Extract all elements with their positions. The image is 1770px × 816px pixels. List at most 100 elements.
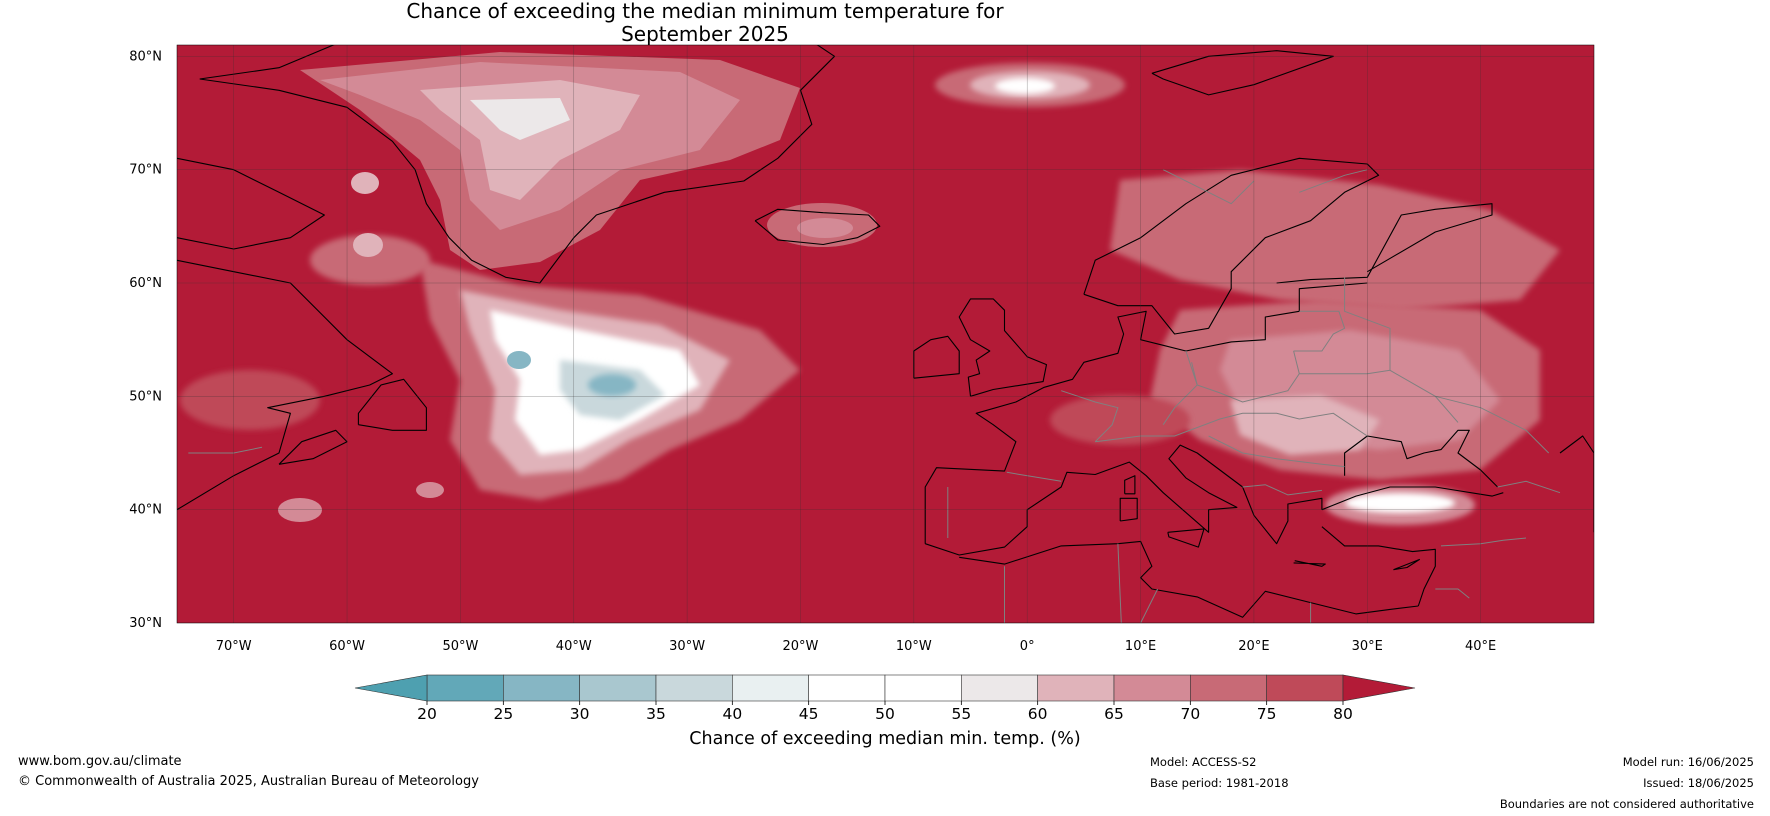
title-line-1: Chance of exceeding the median minimum t… bbox=[406, 0, 1004, 23]
footer-right: Model run: 16/06/2025 Issued: 18/06/2025… bbox=[1500, 752, 1754, 815]
colorbar-bin bbox=[884, 674, 962, 702]
labrador-field bbox=[310, 235, 430, 285]
coastline bbox=[278, 429, 348, 465]
lat-label: 40°N bbox=[129, 503, 162, 518]
country-border bbox=[1293, 310, 1346, 352]
colorbar-bin bbox=[961, 674, 1038, 702]
colorbar-tick-label: 65 bbox=[1104, 705, 1124, 723]
colorbar-over-arrow bbox=[1342, 674, 1416, 702]
title-line-2: September 2025 bbox=[621, 22, 789, 46]
coastline bbox=[1124, 475, 1136, 495]
footer-middle: Model: ACCESS-S2 Base period: 1981-2018 bbox=[1150, 752, 1289, 794]
coastline bbox=[1393, 558, 1420, 571]
hudson-field bbox=[351, 172, 379, 194]
colorbar-bin bbox=[503, 674, 580, 702]
footer-model: Model: ACCESS-S2 bbox=[1150, 755, 1257, 769]
colorbar-tick-label: 25 bbox=[493, 705, 513, 723]
country-border bbox=[1006, 471, 1062, 482]
footer-copyright: © Commonwealth of Australia 2025, Austra… bbox=[18, 774, 479, 789]
lat-label: 50°N bbox=[129, 389, 162, 404]
canada-field-2 bbox=[416, 482, 444, 498]
colorbar bbox=[354, 674, 1416, 702]
colorbar-bin bbox=[732, 674, 809, 702]
coastline bbox=[924, 282, 1368, 544]
country-border bbox=[1061, 390, 1119, 443]
svalbard-field-white bbox=[995, 78, 1055, 94]
latitude-labels: 80°N 70°N 60°N 50°N 40°N 30°N bbox=[129, 49, 162, 631]
colorbar-bin bbox=[1037, 674, 1115, 702]
footer-url: www.bom.gov.au/climate bbox=[18, 754, 182, 769]
labrador-field-2 bbox=[353, 233, 383, 257]
lat-label: 30°N bbox=[129, 616, 162, 631]
coastline bbox=[754, 208, 881, 246]
lon-label: 20°E bbox=[1238, 639, 1269, 654]
colorbar-tick-label: 55 bbox=[951, 705, 971, 723]
country-border bbox=[1140, 588, 1159, 623]
coastline bbox=[1167, 528, 1205, 548]
canada-field bbox=[180, 370, 320, 430]
colorbar-ticks: 20 25 30 35 40 45 50 55 60 65 70 75 80 bbox=[417, 701, 1353, 723]
country-border bbox=[1117, 543, 1122, 623]
colorbar-tick-label: 35 bbox=[646, 705, 666, 723]
colorbar-bin bbox=[1190, 674, 1267, 702]
footer-disclaimer: Boundaries are not considered authoritat… bbox=[1499, 797, 1754, 811]
lon-label: 20°W bbox=[783, 639, 819, 654]
coastline bbox=[1321, 526, 1436, 607]
footer-issued: Issued: 18/06/2025 bbox=[1643, 776, 1754, 790]
country-border bbox=[1440, 537, 1527, 547]
coastline bbox=[1151, 50, 1334, 96]
coastline bbox=[1321, 486, 1504, 511]
lon-label: 10°W bbox=[896, 639, 932, 654]
europe-field-light bbox=[1230, 395, 1380, 455]
coastline bbox=[199, 45, 836, 284]
colorbar-tick-label: 75 bbox=[1257, 705, 1277, 723]
colorbar-tick-label: 30 bbox=[570, 705, 590, 723]
colorbar-bin bbox=[1113, 674, 1191, 702]
newfoundland-field bbox=[278, 498, 322, 522]
coastline bbox=[1559, 435, 1594, 533]
colorbar-tick-label: 80 bbox=[1333, 705, 1353, 723]
greenland-field-light bbox=[420, 80, 640, 200]
country-border bbox=[1435, 588, 1470, 599]
coastline bbox=[1344, 429, 1498, 488]
lat-label: 60°N bbox=[129, 276, 162, 291]
colorbar-bin bbox=[579, 674, 657, 702]
coastline bbox=[1276, 203, 1493, 284]
coastline bbox=[1083, 157, 1380, 335]
lat-label: 80°N bbox=[129, 49, 162, 64]
west-europe-field bbox=[1050, 395, 1190, 445]
colorbar-label: Chance of exceeding median min. temp. (%… bbox=[689, 729, 1080, 749]
atlantic-field-core-2 bbox=[507, 351, 531, 369]
colorbar-bin bbox=[1266, 674, 1344, 702]
country-border bbox=[1497, 480, 1561, 494]
lon-label: 50°W bbox=[442, 639, 478, 654]
coastline bbox=[959, 540, 1419, 618]
lon-label: 30°W bbox=[669, 639, 705, 654]
colorbar-tick-label: 45 bbox=[799, 705, 819, 723]
footer-base-period: Base period: 1981-2018 bbox=[1150, 776, 1289, 790]
footer-left: www.bom.gov.au/climate © Commonwealth of… bbox=[18, 752, 479, 792]
iceland-field-inner bbox=[797, 218, 853, 238]
coastline bbox=[1119, 497, 1138, 522]
lon-label: 60°W bbox=[329, 639, 365, 654]
coastline bbox=[1293, 560, 1326, 567]
country-border bbox=[1162, 169, 1255, 205]
colorbar-bin bbox=[808, 674, 886, 702]
country-border bbox=[1435, 395, 1550, 454]
greenland-field-white bbox=[470, 98, 570, 140]
country-border bbox=[1208, 435, 1345, 468]
country-border bbox=[1299, 169, 1368, 193]
colorbar-bin bbox=[426, 674, 504, 702]
atlantic-field-core bbox=[588, 374, 636, 396]
coastline bbox=[958, 298, 1048, 397]
lat-label: 70°N bbox=[129, 163, 162, 178]
map-title: Chance of exceeding the median minimum t… bbox=[0, 0, 1410, 46]
colorbar-tick-label: 60 bbox=[1028, 705, 1048, 723]
map-frame bbox=[176, 44, 1595, 624]
longitude-labels: 70°W 60°W 50°W 40°W 30°W 20°W 10°W 0° 10°E 20°E 30… bbox=[216, 639, 1497, 654]
lon-label: 10°E bbox=[1125, 639, 1156, 654]
graticule bbox=[177, 45, 1594, 623]
colorbar-bin bbox=[655, 674, 733, 702]
lon-label: 40°W bbox=[556, 639, 592, 654]
